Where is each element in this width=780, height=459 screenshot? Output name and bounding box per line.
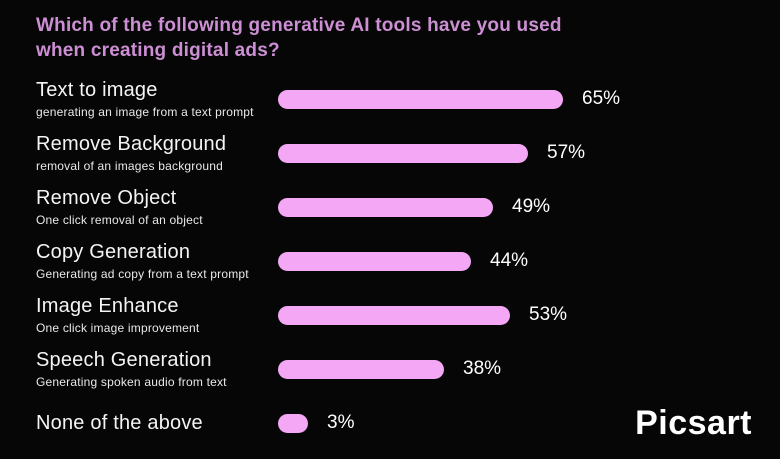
category-subtitle: generating an image from a text prompt	[36, 105, 254, 120]
chart-row: Speech Generation Generating spoken audio…	[36, 342, 780, 396]
category-label: Copy Generation	[36, 241, 191, 264]
value-label: 65%	[582, 88, 621, 110]
chart-row: None of the above 3%	[36, 396, 780, 450]
value-label: 53%	[529, 304, 568, 326]
bar-area: 53%	[278, 304, 567, 326]
value-label: 44%	[490, 250, 529, 272]
value-bar	[278, 143, 528, 163]
category-subtitle: Generating spoken audio from text	[36, 375, 227, 390]
value-bar	[278, 251, 471, 271]
chart-row: Image Enhance One click image improvement…	[36, 288, 780, 342]
category-subtitle: One click removal of an object	[36, 213, 203, 228]
value-label: 49%	[512, 196, 551, 218]
category-label: Remove Object	[36, 187, 177, 210]
value-bar	[278, 89, 563, 109]
value-bar	[278, 305, 510, 325]
value-bar	[278, 359, 444, 379]
category-label: Speech Generation	[36, 349, 212, 372]
bar-area: 3%	[278, 412, 354, 434]
chart-row: Text to image generating an image from a …	[36, 72, 780, 126]
category-label: Image Enhance	[36, 295, 179, 318]
chart-row: Copy Generation Generating ad copy from a…	[36, 234, 780, 288]
category-subtitle: One click image improvement	[36, 321, 200, 336]
category-label: None of the above	[36, 411, 203, 434]
chart-rows: Text to image generating an image from a …	[36, 72, 780, 450]
chart-row: Remove Background removal of an images ba…	[36, 126, 780, 180]
row-label-block: Speech Generation Generating spoken audio…	[36, 349, 278, 389]
value-label: 57%	[547, 142, 586, 164]
row-label-block: Remove Object One click removal of an obj…	[36, 187, 278, 227]
category-label: Text to image	[36, 79, 158, 102]
value-bar	[278, 413, 308, 433]
chart-title: Which of the following generative AI too…	[36, 15, 562, 62]
bar-area: 65%	[278, 88, 620, 110]
bar-area: 49%	[278, 196, 550, 218]
row-label-block: None of the above	[36, 412, 278, 435]
row-label-block: Copy Generation Generating ad copy from a…	[36, 241, 278, 281]
chart-row: Remove Object One click removal of an obj…	[36, 180, 780, 234]
category-subtitle: removal of an images background	[36, 159, 223, 174]
bar-area: 57%	[278, 142, 585, 164]
value-label: 38%	[463, 358, 502, 380]
bar-area: 44%	[278, 250, 528, 272]
row-label-block: Image Enhance One click image improvement	[36, 295, 278, 335]
row-label-block: Text to image generating an image from a …	[36, 79, 278, 119]
category-label: Remove Background	[36, 133, 227, 156]
category-subtitle: Generating ad copy from a text prompt	[36, 267, 249, 282]
value-bar	[278, 197, 493, 217]
row-label-block: Remove Background removal of an images ba…	[36, 133, 278, 173]
picsart-logo: Picsart	[635, 404, 752, 442]
value-label: 3%	[327, 412, 355, 434]
bar-area: 38%	[278, 358, 501, 380]
